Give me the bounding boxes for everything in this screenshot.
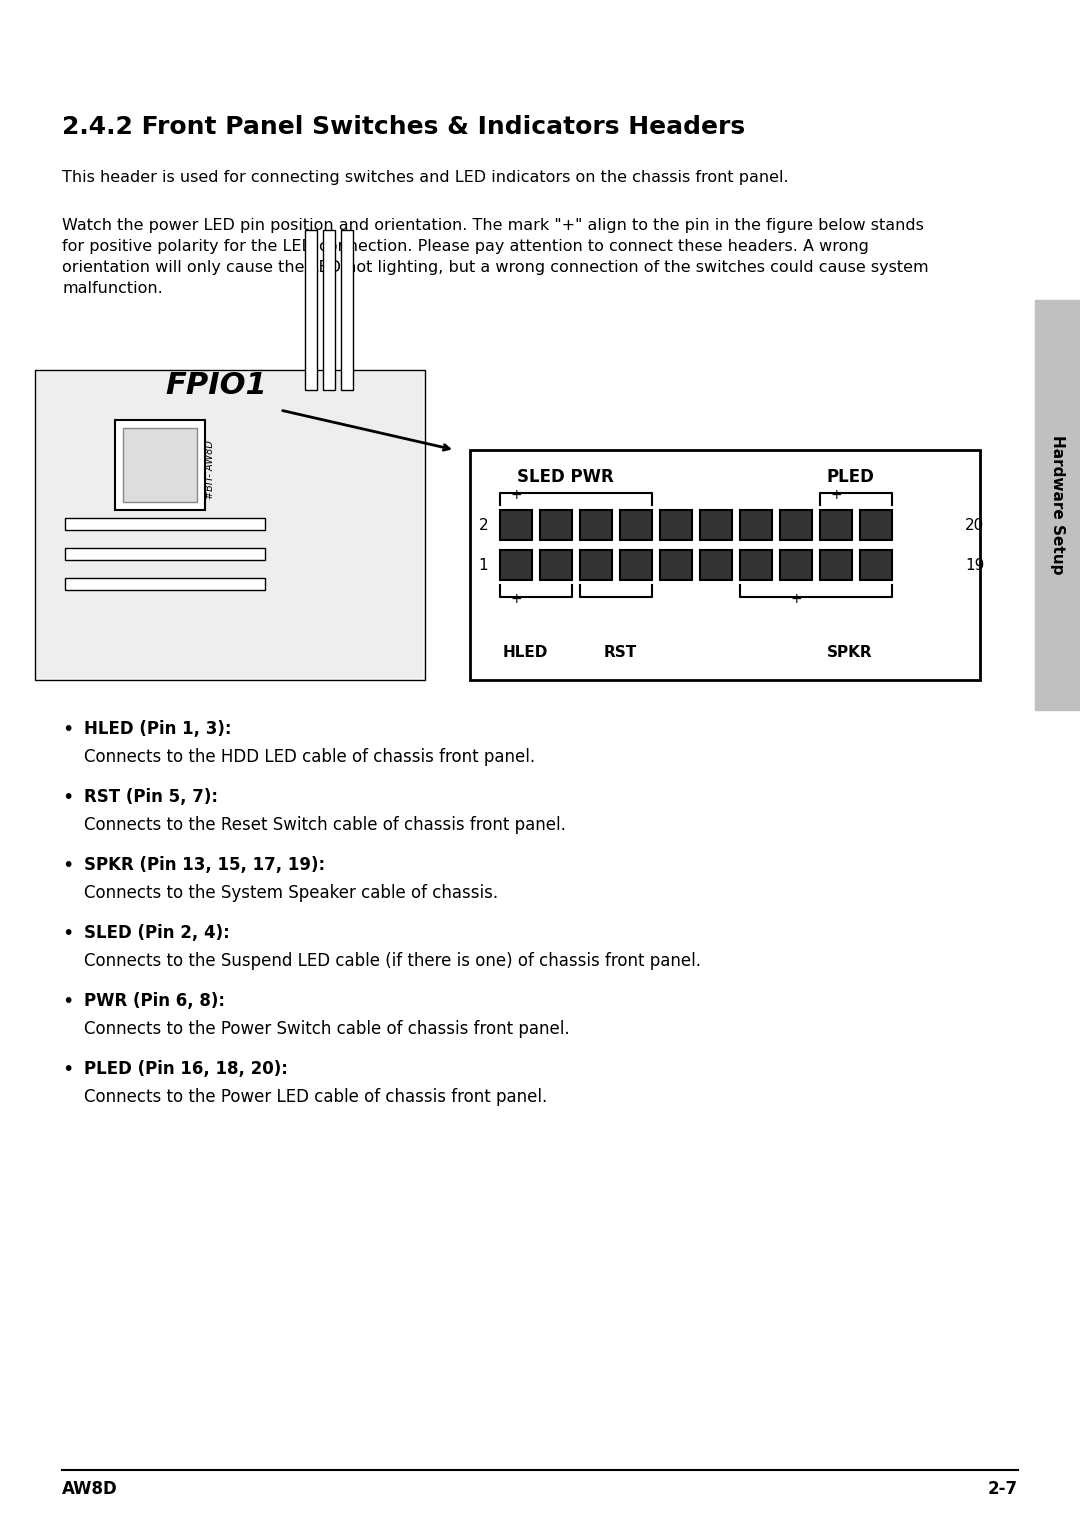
Text: Connects to the Power LED cable of chassis front panel.: Connects to the Power LED cable of chass… <box>84 1089 548 1105</box>
Bar <box>470 450 980 680</box>
Bar <box>305 229 318 390</box>
Bar <box>500 511 532 540</box>
Text: Hardware Setup: Hardware Setup <box>1050 436 1065 575</box>
Bar <box>580 550 612 579</box>
Text: •: • <box>62 992 73 1011</box>
Bar <box>341 229 353 390</box>
Text: SPKR (Pin 13, 15, 17, 19):: SPKR (Pin 13, 15, 17, 19): <box>84 856 325 875</box>
Bar <box>780 511 812 540</box>
Bar <box>123 428 197 502</box>
Bar <box>820 550 852 579</box>
Bar <box>700 550 732 579</box>
Bar <box>114 420 205 511</box>
Text: •: • <box>62 720 73 739</box>
Bar <box>65 518 265 531</box>
Bar <box>37 372 423 677</box>
Text: HLED: HLED <box>502 645 548 661</box>
Text: SLED PWR: SLED PWR <box>516 468 613 486</box>
Text: FPIO1: FPIO1 <box>165 372 267 401</box>
Text: •: • <box>62 924 73 943</box>
Bar <box>700 511 732 540</box>
Text: SLED (Pin 2, 4):: SLED (Pin 2, 4): <box>84 924 230 942</box>
Bar <box>323 229 335 390</box>
Bar <box>820 511 852 540</box>
Text: 1: 1 <box>478 558 488 572</box>
Text: PWR (Pin 6, 8):: PWR (Pin 6, 8): <box>84 992 225 1011</box>
Text: RST: RST <box>604 645 636 661</box>
Text: AW8D: AW8D <box>62 1480 118 1498</box>
Bar <box>780 550 812 579</box>
Text: PLED (Pin 16, 18, 20):: PLED (Pin 16, 18, 20): <box>84 1060 288 1078</box>
Bar <box>740 511 772 540</box>
Text: +: + <box>831 488 841 502</box>
Text: •: • <box>62 787 73 807</box>
Text: This header is used for connecting switches and LED indicators on the chassis fr: This header is used for connecting switc… <box>62 170 788 185</box>
Text: Connects to the HDD LED cable of chassis front panel.: Connects to the HDD LED cable of chassis… <box>84 748 535 766</box>
Bar <box>620 550 652 579</box>
Text: HLED (Pin 1, 3):: HLED (Pin 1, 3): <box>84 720 231 739</box>
Bar <box>740 550 772 579</box>
Bar <box>860 511 892 540</box>
Text: Connects to the System Speaker cable of chassis.: Connects to the System Speaker cable of … <box>84 884 498 902</box>
Text: +: + <box>791 592 801 605</box>
Text: •: • <box>62 1060 73 1079</box>
Text: 20: 20 <box>966 517 984 532</box>
Text: 2-7: 2-7 <box>988 1480 1018 1498</box>
Text: 2.4.2 Front Panel Switches & Indicators Headers: 2.4.2 Front Panel Switches & Indicators … <box>62 115 745 139</box>
Text: +: + <box>510 488 522 502</box>
Bar <box>660 511 692 540</box>
Bar <box>1035 300 1080 709</box>
Text: 2: 2 <box>478 517 488 532</box>
Bar <box>500 550 532 579</box>
Text: Watch the power LED pin position and orientation. The mark "+" align to the pin : Watch the power LED pin position and ori… <box>62 219 929 297</box>
Bar <box>35 370 426 680</box>
Text: +: + <box>510 592 522 605</box>
Text: •: • <box>62 856 73 875</box>
Bar <box>580 511 612 540</box>
Bar <box>660 550 692 579</box>
Bar <box>620 511 652 540</box>
Bar <box>860 550 892 579</box>
Text: PLED: PLED <box>826 468 874 486</box>
Text: RST (Pin 5, 7):: RST (Pin 5, 7): <box>84 787 218 806</box>
Text: #BIT- AW8D: #BIT- AW8D <box>205 440 215 500</box>
Text: SPKR: SPKR <box>827 645 873 661</box>
Text: Connects to the Suspend LED cable (if there is one) of chassis front panel.: Connects to the Suspend LED cable (if th… <box>84 953 701 969</box>
Bar <box>540 511 572 540</box>
Text: Connects to the Power Switch cable of chassis front panel.: Connects to the Power Switch cable of ch… <box>84 1020 569 1038</box>
Bar <box>65 547 265 560</box>
Text: 19: 19 <box>966 558 984 572</box>
Text: Connects to the Reset Switch cable of chassis front panel.: Connects to the Reset Switch cable of ch… <box>84 816 566 833</box>
Bar <box>540 550 572 579</box>
Bar <box>65 578 265 590</box>
